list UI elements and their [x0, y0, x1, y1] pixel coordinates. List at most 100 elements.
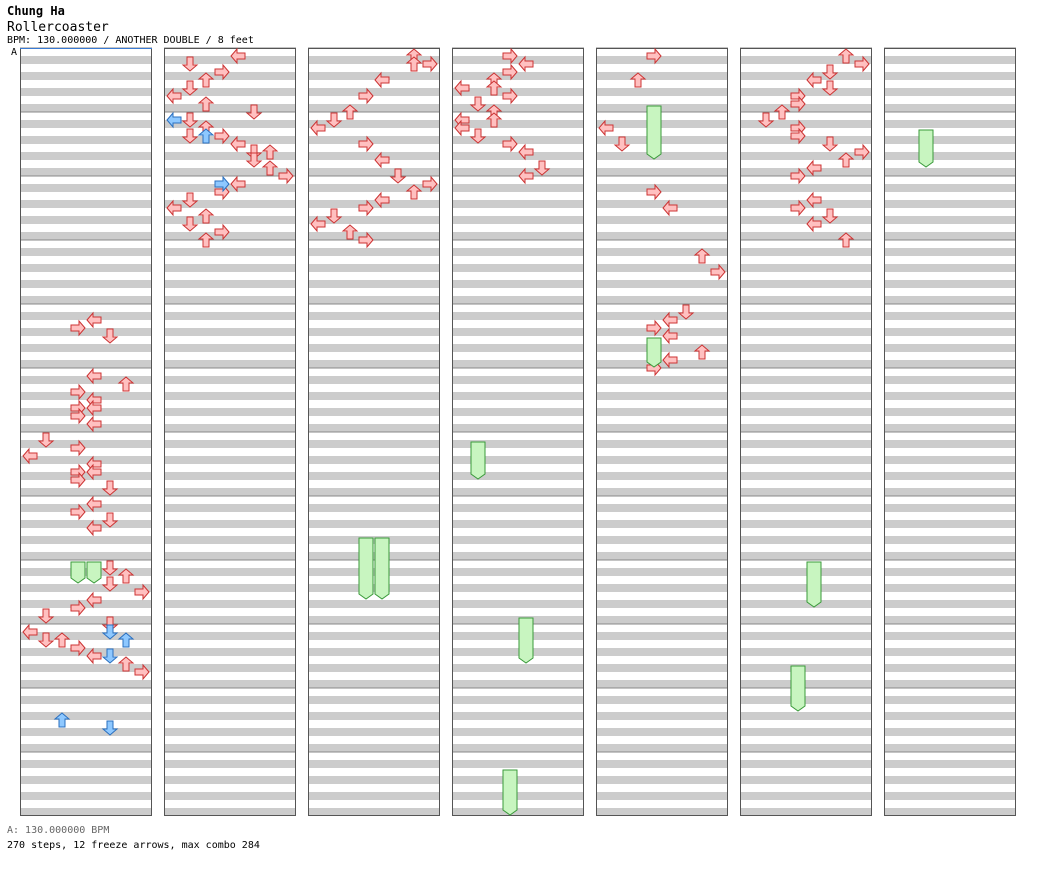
- beat-stripe: [884, 376, 1016, 384]
- beat-stripe: [452, 488, 584, 496]
- beat-stripe: [20, 200, 152, 208]
- freeze-arrow: [374, 537, 390, 600]
- beat-stripe: [884, 328, 1016, 336]
- beat-stripe: [884, 680, 1016, 688]
- beat-stripe: [884, 216, 1016, 224]
- beat-stripe: [884, 456, 1016, 464]
- step-arrow: [358, 231, 374, 249]
- beat-stripe: [452, 424, 584, 432]
- step-arrow: [230, 47, 246, 65]
- beat-stripe: [596, 792, 728, 800]
- beat-stripe: [596, 392, 728, 400]
- freeze-arrow: [790, 665, 806, 712]
- beat-stripe: [740, 648, 872, 656]
- beat-stripe: [452, 344, 584, 352]
- beat-stripe: [452, 792, 584, 800]
- step-arrow: [821, 80, 839, 96]
- beat-stripe: [740, 536, 872, 544]
- beat-stripe: [740, 216, 872, 224]
- beat-stripe: [20, 712, 152, 720]
- step-arrow: [806, 191, 822, 209]
- step-arrow: [662, 351, 678, 369]
- beat-stripe: [596, 504, 728, 512]
- beat-stripe: [20, 632, 152, 640]
- beat-stripe: [20, 376, 152, 384]
- beat-stripe: [884, 632, 1016, 640]
- step-arrow: [86, 647, 102, 665]
- beat-stripe: [452, 184, 584, 192]
- beat-stripe: [740, 376, 872, 384]
- step-arrow: [485, 112, 503, 128]
- beat-stripe: [20, 520, 152, 528]
- beat-stripe: [20, 280, 152, 288]
- step-arrow: [806, 71, 822, 89]
- beat-stripe: [884, 728, 1016, 736]
- beat-stripe: [596, 328, 728, 336]
- beat-stripe: [308, 200, 440, 208]
- beat-stripe: [740, 680, 872, 688]
- beat-stripe: [884, 296, 1016, 304]
- beat-stripe: [452, 216, 584, 224]
- step-arrow: [405, 56, 423, 72]
- step-arrow: [134, 583, 150, 601]
- step-stats: 270 steps, 12 freeze arrows, max combo 2…: [7, 840, 260, 851]
- beat-stripe: [740, 696, 872, 704]
- beat-stripe: [596, 520, 728, 528]
- beat-stripe: [308, 680, 440, 688]
- beat-stripe: [452, 120, 584, 128]
- beat-stripe: [740, 328, 872, 336]
- beat-stripe: [740, 200, 872, 208]
- beat-stripe: [20, 408, 152, 416]
- beat-stripe: [884, 440, 1016, 448]
- step-arrow: [854, 143, 870, 161]
- beat-stripe: [308, 376, 440, 384]
- step-arrow: [613, 136, 631, 152]
- step-arrow: [502, 47, 518, 65]
- song-title: Rollercoaster: [7, 20, 109, 35]
- beat-stripe: [596, 360, 728, 368]
- beat-stripe: [20, 328, 152, 336]
- step-arrow: [405, 184, 423, 200]
- beat-stripe: [884, 312, 1016, 320]
- step-arrow: [485, 80, 503, 96]
- beat-stripe: [740, 408, 872, 416]
- beat-stripe: [452, 232, 584, 240]
- beat-stripe: [308, 360, 440, 368]
- freeze-arrow: [502, 769, 518, 816]
- beat-stripe: [308, 648, 440, 656]
- beat-stripe: [596, 712, 728, 720]
- beat-stripe: [596, 200, 728, 208]
- beat-stripe: [308, 120, 440, 128]
- chart-info: BPM: 130.000000 / ANOTHER DOUBLE / 8 fee…: [7, 35, 254, 46]
- beat-stripe: [740, 456, 872, 464]
- beat-stripe: [884, 232, 1016, 240]
- step-arrow-blue: [197, 128, 215, 144]
- column-border: [308, 48, 440, 816]
- beat-stripe: [740, 264, 872, 272]
- beat-stripe: [20, 136, 152, 144]
- step-arrow: [677, 304, 695, 320]
- beat-stripe: [20, 568, 152, 576]
- step-arrow: [310, 119, 326, 137]
- beat-stripe: [308, 488, 440, 496]
- beat-stripe: [884, 120, 1016, 128]
- column-border: [164, 48, 296, 816]
- beat-stripe: [596, 696, 728, 704]
- beat-stripe: [164, 472, 296, 480]
- beat-stripe: [308, 536, 440, 544]
- bpm-marker-label: A: [11, 47, 18, 58]
- beat-stripe: [164, 56, 296, 64]
- beat-stripe: [596, 104, 728, 112]
- step-arrow: [86, 495, 102, 513]
- beat-stripe: [740, 760, 872, 768]
- step-arrow: [134, 663, 150, 681]
- beat-stripe: [596, 632, 728, 640]
- beat-stripe: [20, 664, 152, 672]
- beat-stripe: [596, 184, 728, 192]
- beat-stripe: [740, 792, 872, 800]
- beat-stripe: [884, 424, 1016, 432]
- beat-stripe: [452, 584, 584, 592]
- beat-stripe: [20, 120, 152, 128]
- beat-stripe: [596, 728, 728, 736]
- beat-stripe: [20, 680, 152, 688]
